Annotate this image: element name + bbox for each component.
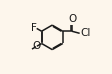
Text: O: O [67,14,76,24]
Text: Cl: Cl [79,28,89,38]
Text: O: O [32,41,41,51]
Text: F: F [30,23,36,33]
